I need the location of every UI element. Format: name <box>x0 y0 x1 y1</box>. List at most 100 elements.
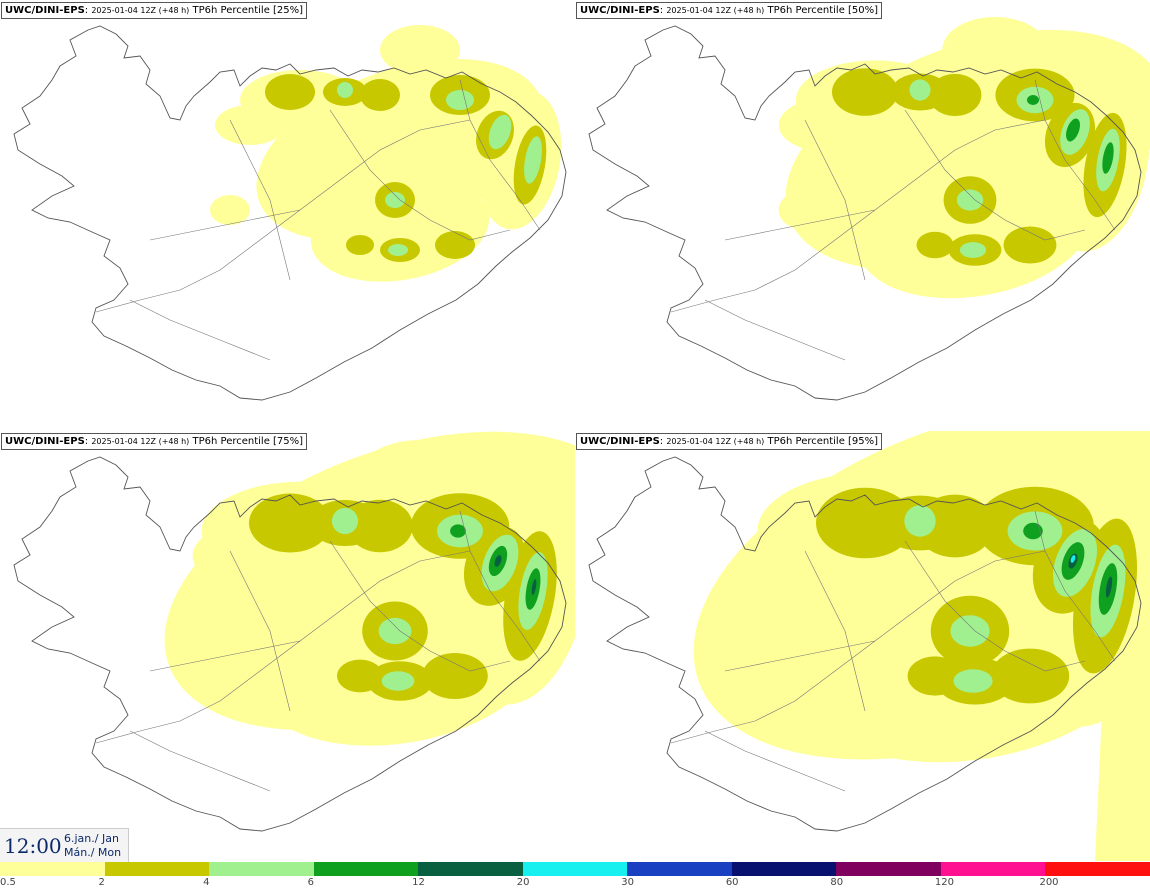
legend-swatch <box>522 862 628 876</box>
valid-date: 6.jan./ Jan Mán./ Mon <box>64 832 121 860</box>
valid-time: 12:00 <box>4 834 62 858</box>
color-legend: 0.5 2 4 6 12 20 30 60 80 120 200 <box>0 862 1150 891</box>
precip-map-p95 <box>588 431 1150 861</box>
panel-title: UWC/DINI-EPS: 2025-01-04 12Z (+48 h) TP6… <box>1 433 308 450</box>
road-line <box>329 540 511 672</box>
precip-map-p50 <box>588 17 1150 401</box>
precip-area <box>1023 522 1043 540</box>
legend-swatch <box>836 862 942 876</box>
model-name: UWC/DINI-EPS <box>580 436 660 447</box>
precip-area <box>959 242 987 258</box>
precip-area <box>210 195 250 225</box>
precip-area <box>197 616 263 666</box>
road-line <box>804 119 866 281</box>
road-line <box>804 550 866 712</box>
precip-area <box>915 494 995 558</box>
legend-swatch <box>0 862 106 876</box>
precip-area <box>388 244 408 256</box>
precip-area <box>385 192 405 208</box>
run-time: 2025-01-04 12Z (+48 h) <box>91 437 190 446</box>
legend-swatch <box>313 862 419 876</box>
legend-tick-label: 30 <box>621 877 634 888</box>
map-panel-p50: UWC/DINI-EPS: 2025-01-04 12Z (+48 h) TP6… <box>575 0 1150 430</box>
precip-map-p25 <box>13 25 567 401</box>
precip-area <box>435 231 475 259</box>
precip-area <box>1070 555 1076 563</box>
precip-area <box>832 68 898 116</box>
model-name: UWC/DINI-EPS <box>5 5 85 16</box>
precip-area <box>450 524 466 538</box>
precip-field <box>778 17 1150 299</box>
field-name: TP6h Percentile [95%] <box>767 436 879 447</box>
road-line <box>670 119 1046 313</box>
precip-area <box>378 617 412 645</box>
legend-tick-label: 200 <box>1039 877 1059 888</box>
precip-area <box>942 17 1048 83</box>
road-line <box>329 109 511 241</box>
precip-area <box>380 25 460 75</box>
precip-area <box>337 659 383 693</box>
field-name: TP6h Percentile [50%] <box>767 5 879 16</box>
valid-date-day: 6.jan./ Jan <box>64 832 119 845</box>
road-line <box>129 299 271 361</box>
precip-area <box>835 631 915 671</box>
precip-area <box>928 73 982 117</box>
precip-area <box>909 79 931 101</box>
precip-area <box>765 611 845 671</box>
legend-tick-label: 4 <box>203 877 210 888</box>
panel-title: UWC/DINI-EPS: 2025-01-04 12Z (+48 h) TP6… <box>576 433 883 450</box>
road-line <box>904 109 1086 241</box>
legend-tick-label: 80 <box>830 877 844 888</box>
legend-tick-label: 120 <box>934 877 954 888</box>
road-line <box>704 730 846 792</box>
iceland-coastline <box>13 456 567 832</box>
road-line <box>459 510 541 662</box>
field-name: TP6h Percentile [75%] <box>192 436 304 447</box>
precip-area <box>488 114 512 150</box>
road-line <box>149 209 301 241</box>
precip-area <box>778 190 832 230</box>
precip-area <box>253 576 547 746</box>
road-line <box>229 119 291 281</box>
precip-area <box>215 105 285 145</box>
legend-tick-label: 60 <box>725 877 739 888</box>
road-line <box>704 299 846 361</box>
precip-area <box>1102 142 1114 174</box>
road-line <box>95 119 471 313</box>
precip-field <box>693 431 1150 861</box>
precip-area <box>990 648 1070 704</box>
precip-area <box>1027 95 1039 105</box>
legend-bar <box>0 862 1150 876</box>
legend-swatch <box>627 862 733 876</box>
run-time: 2025-01-04 12Z (+48 h) <box>666 437 765 446</box>
legend-swatch <box>104 862 210 876</box>
precip-area <box>337 82 353 98</box>
precip-area <box>494 555 502 567</box>
iceland-coastline <box>588 25 1142 401</box>
precip-area <box>331 507 359 535</box>
precip-area <box>953 669 993 693</box>
precip-area <box>280 210 320 230</box>
road-line <box>724 640 876 672</box>
legend-swatch <box>731 862 837 876</box>
panel-title: UWC/DINI-EPS: 2025-01-04 12Z (+48 h) TP6… <box>576 2 883 19</box>
road-line <box>904 540 1086 672</box>
road-line <box>670 550 1046 744</box>
road-line <box>129 730 271 792</box>
valid-date-weekday: Mán./ Mon <box>64 846 122 859</box>
precip-area <box>346 235 374 255</box>
iceland-coastline <box>13 25 567 401</box>
precip-area <box>446 90 474 110</box>
map-panel-p75: UWC/DINI-EPS: 2025-01-04 12Z (+48 h) TP6… <box>0 431 575 861</box>
precip-area <box>381 671 415 691</box>
map-panel-p25: UWC/DINI-EPS: 2025-01-04 12Z (+48 h) TP6… <box>0 0 575 430</box>
precip-area <box>848 206 902 234</box>
road-line <box>1034 79 1116 231</box>
legend-swatch <box>940 862 1046 876</box>
precip-field <box>164 431 575 746</box>
field-name: TP6h Percentile [25%] <box>192 5 304 16</box>
precip-area <box>422 653 488 699</box>
precip-area <box>916 231 954 259</box>
run-time: 2025-01-04 12Z (+48 h) <box>91 6 190 15</box>
legend-swatch <box>209 862 315 876</box>
